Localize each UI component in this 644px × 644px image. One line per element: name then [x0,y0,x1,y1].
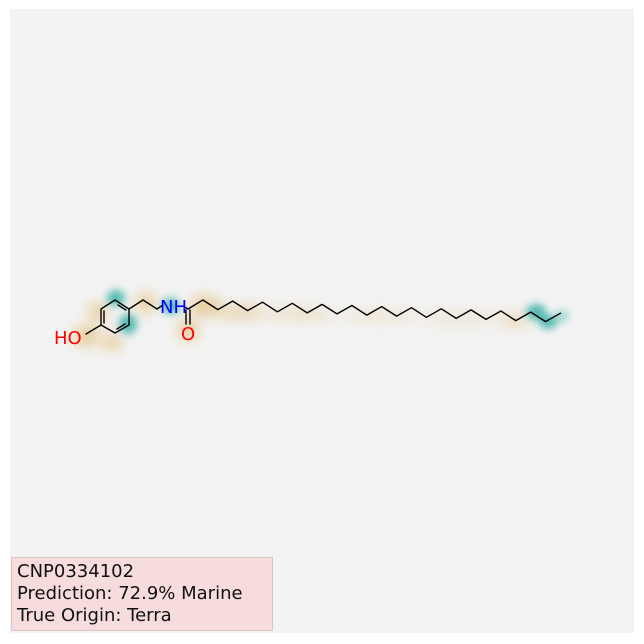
ring-ch2-bond [128,299,144,310]
aliphatic-chain [187,299,562,323]
hydroxyl-label: HO [54,328,82,349]
terra-highlight-ring-bottom [103,334,121,350]
ch2-nh-bond [156,304,164,310]
terra-highlight-chain-1 [214,305,266,319]
prediction-info-box: CNP0334102 Prediction: 72.9% Marine True… [11,557,273,631]
terra-highlight-chain-3 [340,310,420,322]
ch2-ch2-bond [142,299,158,310]
terra-highlight-carbonyl [178,320,198,340]
prediction-text: Prediction: 72.9% Marine [17,583,243,604]
marine-highlight-terminal-3 [555,310,569,322]
amine-label: NH [160,297,187,318]
terra-highlight-c-alpha [191,296,219,316]
molecule-canvas [10,9,634,633]
ring-double-bond-1 [117,304,127,311]
true-origin-text: True Origin: Terra [17,605,172,626]
terra-highlight-chain-2 [266,308,334,320]
compound-id: CNP0334102 [17,561,135,582]
ring-double-bond-2 [116,323,126,330]
carbonyl-oxygen-label: O [181,324,195,345]
attribution-highlights [74,290,569,350]
terra-highlight-ch2 [136,294,156,312]
marine-highlight-nh [162,298,180,314]
nh-carbonyl-bond [182,305,189,310]
bonds [85,299,562,335]
hydroxyl-bond [85,324,102,335]
marine-highlight-terminal-1 [526,304,546,320]
marine-highlight-ring-right [119,314,137,334]
atom-labels: HO NH O [54,297,195,349]
